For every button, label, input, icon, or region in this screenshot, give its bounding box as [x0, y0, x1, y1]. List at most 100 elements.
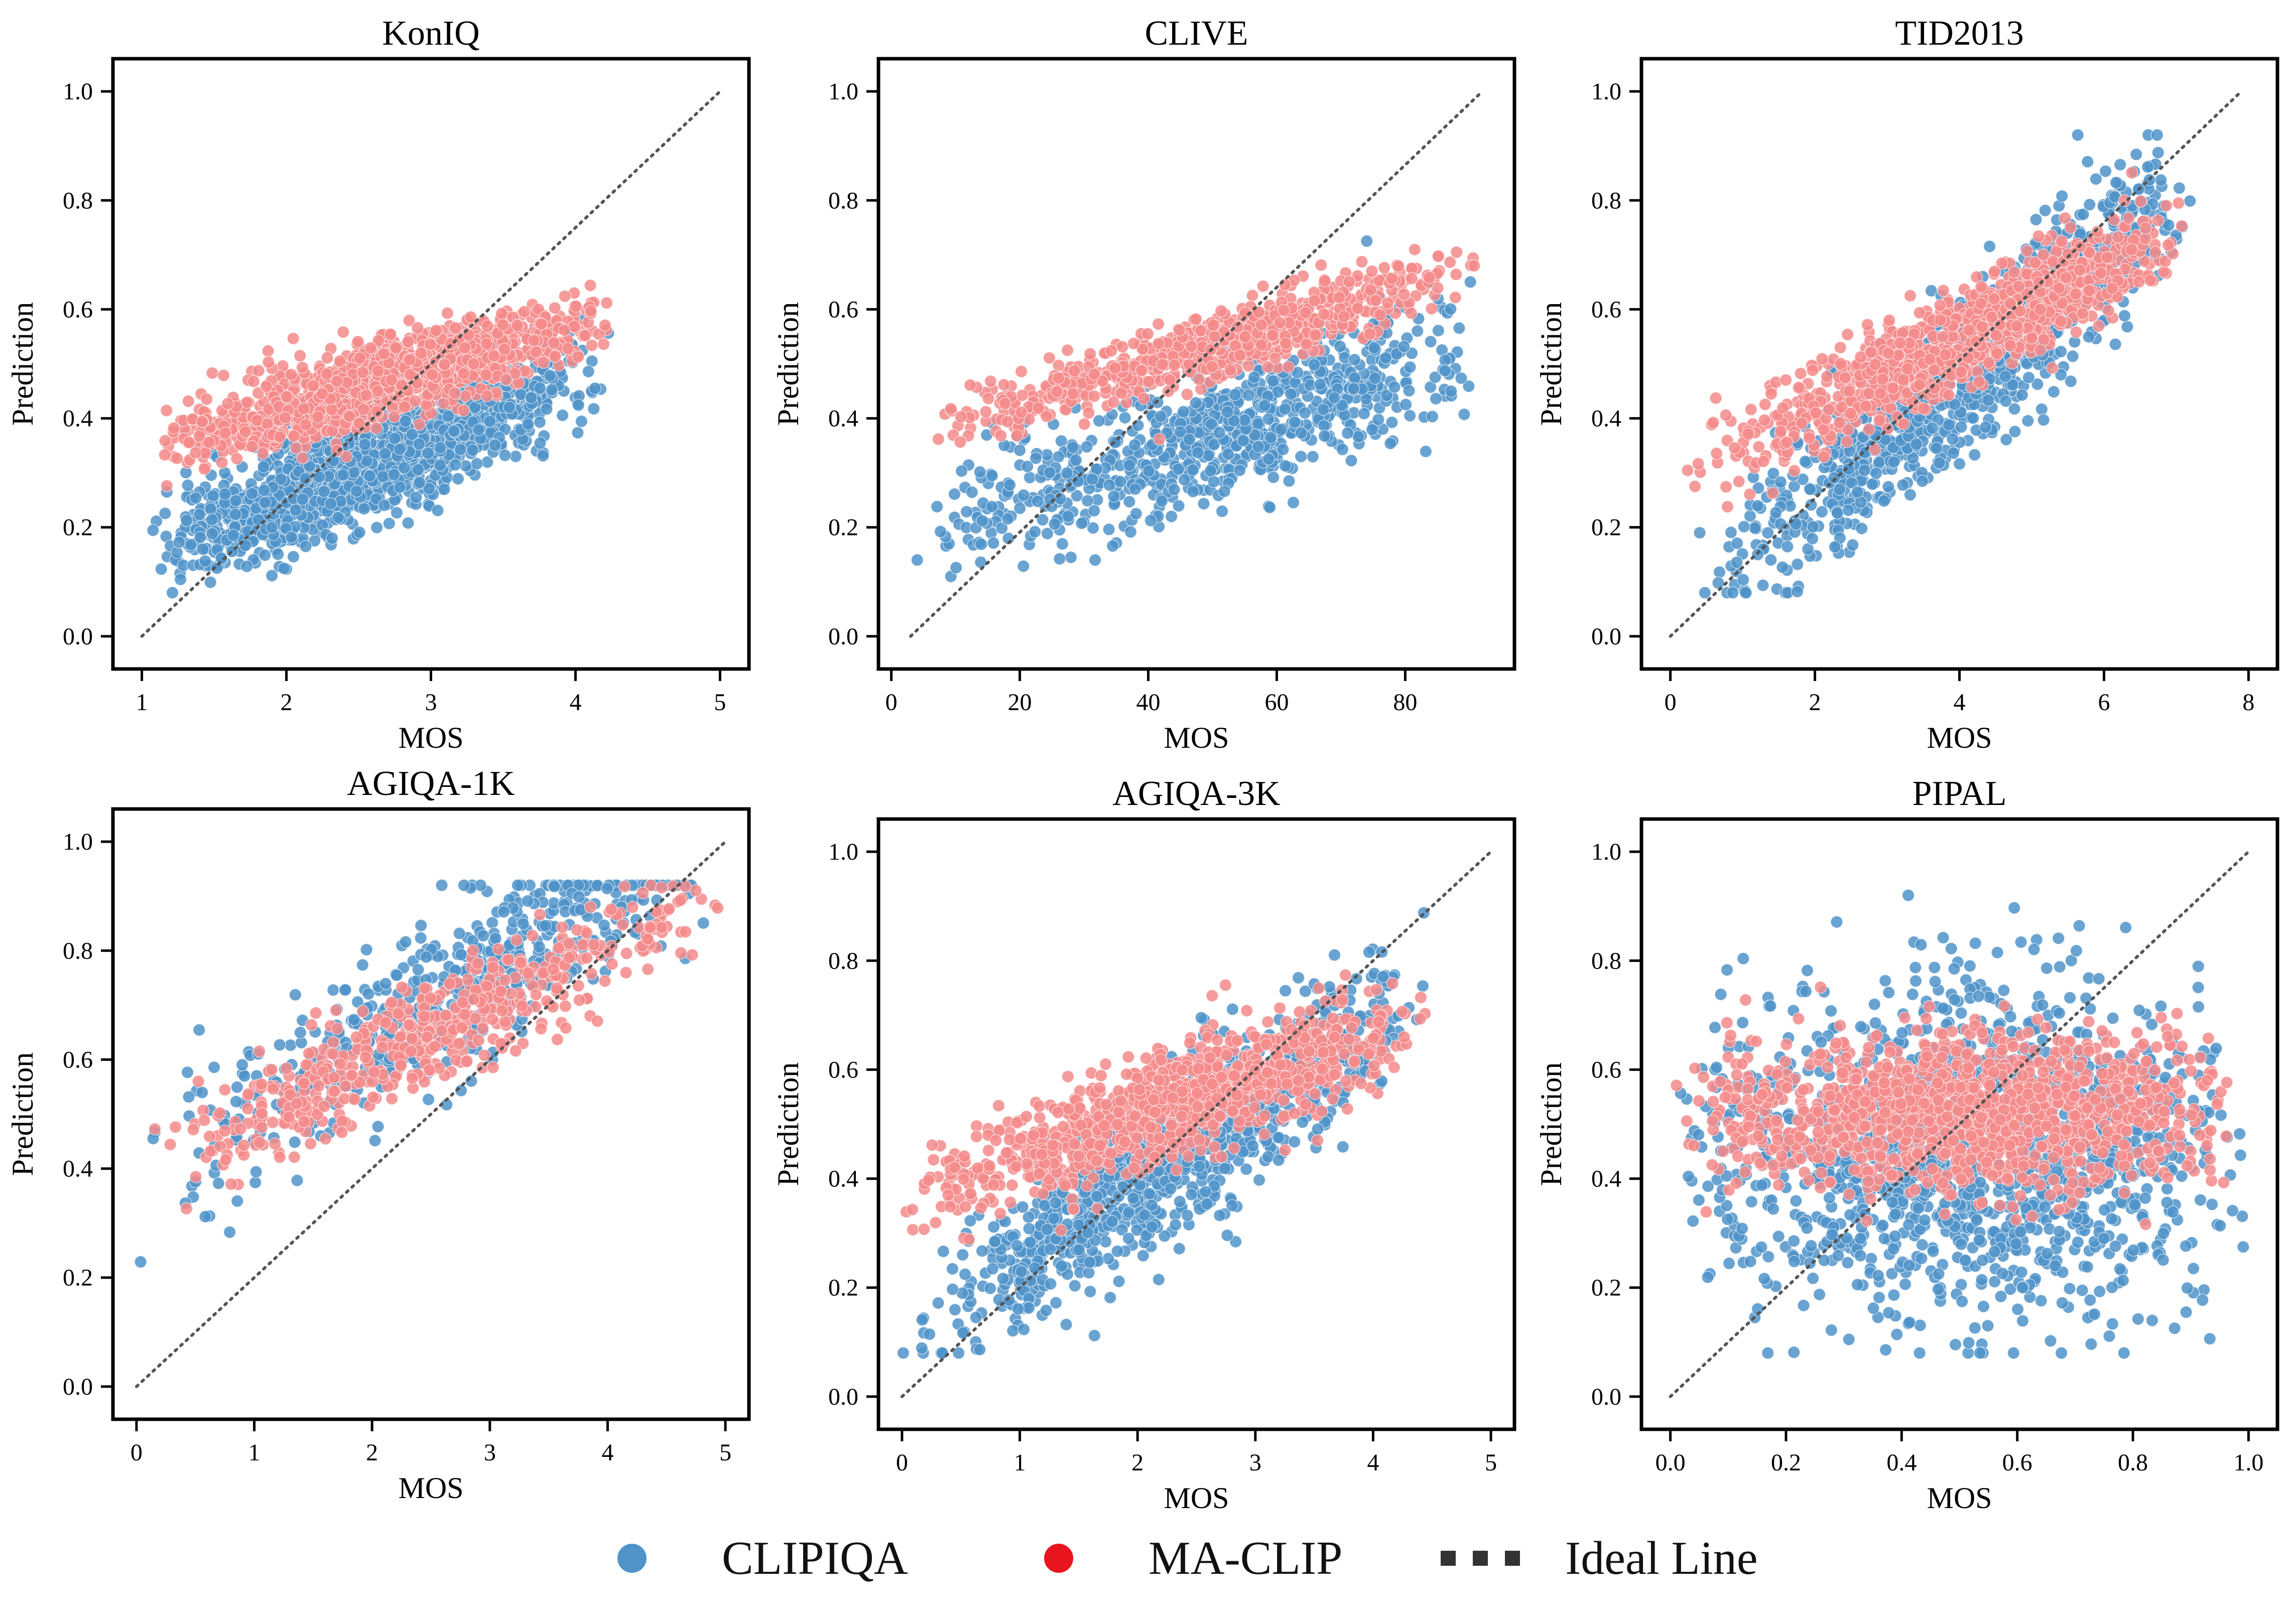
data-point	[1345, 454, 1358, 467]
data-point	[1424, 335, 1437, 348]
data-point	[1060, 466, 1074, 480]
data-point	[1106, 539, 1119, 553]
data-point	[1056, 537, 1069, 551]
data-point	[189, 446, 202, 459]
data-point	[1882, 480, 1895, 493]
data-point	[358, 438, 371, 451]
data-point	[1866, 478, 1879, 491]
data-point	[160, 479, 174, 492]
data-point	[403, 353, 416, 366]
data-point	[1103, 479, 1116, 492]
data-point	[398, 400, 411, 414]
data-point	[535, 318, 548, 331]
data-point	[199, 555, 212, 568]
data-point	[196, 543, 210, 556]
data-point	[411, 321, 424, 334]
data-point	[1221, 405, 1234, 419]
data-point	[1377, 261, 1391, 275]
data-point	[1373, 308, 1387, 322]
data-point	[204, 576, 217, 589]
data-point	[1003, 478, 1016, 492]
data-point	[1010, 429, 1024, 442]
y-tick-label: 0.4	[828, 405, 858, 432]
data-point	[569, 300, 583, 313]
y-tick-label: 0.0	[828, 623, 858, 650]
data-point	[1385, 272, 1398, 285]
data-point	[1468, 259, 1481, 273]
data-point	[229, 494, 242, 507]
data-point	[2141, 160, 2154, 174]
data-point	[1082, 407, 1095, 420]
data-point	[206, 489, 220, 502]
data-point	[511, 319, 524, 332]
data-point	[2089, 172, 2103, 186]
data-point	[1048, 517, 1061, 531]
data-point	[173, 535, 186, 549]
data-point	[479, 368, 493, 381]
data-point	[279, 411, 292, 425]
y-tick-label: 0.4	[63, 405, 93, 432]
data-point	[1367, 341, 1381, 354]
data-point	[1953, 457, 1966, 471]
data-point	[1351, 302, 1364, 315]
data-point	[987, 536, 1000, 550]
x-axis-label: MOS	[398, 721, 463, 754]
data-point	[1107, 490, 1120, 503]
data-point	[1155, 494, 1169, 508]
data-point	[1192, 373, 1206, 386]
data-point	[299, 472, 312, 485]
data-point	[480, 337, 493, 351]
data-point	[454, 443, 467, 456]
data-point	[1268, 351, 1282, 365]
data-point	[1781, 540, 1794, 553]
data-point	[1127, 337, 1140, 350]
data-point	[325, 403, 338, 417]
data-point	[1425, 302, 1438, 315]
data-point	[1144, 514, 1158, 527]
data-point	[287, 550, 300, 564]
data-point	[215, 456, 228, 469]
data-point	[1942, 418, 1956, 432]
data-point	[997, 378, 1010, 391]
x-tick-label: 5	[714, 689, 726, 716]
data-point	[1088, 367, 1101, 381]
data-point	[1405, 307, 1418, 320]
data-point	[1066, 441, 1080, 454]
data-point	[193, 508, 206, 521]
data-point	[147, 523, 160, 537]
data-point	[1165, 510, 1178, 523]
data-point	[2054, 345, 2068, 358]
data-point	[1123, 459, 1136, 472]
data-point	[1064, 551, 1078, 564]
data-point	[1308, 294, 1321, 307]
data-point	[204, 502, 217, 515]
data-point	[459, 389, 472, 403]
data-point	[1177, 405, 1190, 418]
data-point	[317, 485, 331, 498]
data-point	[385, 373, 398, 386]
data-point	[1068, 364, 1081, 377]
data-point	[402, 516, 415, 529]
data-point	[413, 438, 426, 451]
data-point	[285, 530, 298, 544]
data-point	[1357, 407, 1371, 420]
data-point	[369, 422, 383, 435]
data-point	[1419, 445, 1433, 458]
data-point	[2099, 165, 2112, 178]
data-point	[1031, 495, 1044, 508]
data-point	[1855, 522, 1868, 535]
data-point	[247, 375, 261, 388]
data-point	[170, 452, 184, 465]
data-point	[1142, 464, 1156, 478]
data-point	[934, 525, 947, 538]
data-point	[1403, 409, 1417, 423]
data-point	[353, 526, 366, 539]
y-tick-label: 0.2	[828, 514, 858, 541]
data-point	[930, 500, 944, 513]
data-point	[1385, 416, 1398, 429]
y-tick-label: 0.0	[63, 623, 93, 650]
data-point	[1124, 525, 1137, 538]
data-point	[1178, 473, 1191, 486]
data-point	[158, 448, 172, 461]
data-point	[239, 425, 252, 439]
